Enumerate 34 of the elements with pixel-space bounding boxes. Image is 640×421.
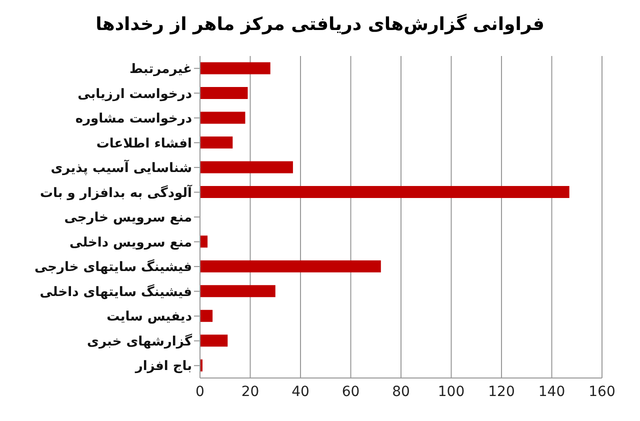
bar xyxy=(200,112,246,124)
y-tick-label: فیشینگ سایتهای داخلی xyxy=(40,284,192,300)
y-tick-label: منع سرویس داخلی xyxy=(70,235,192,250)
y-tick-label: درخواست مشاوره xyxy=(75,112,192,127)
bar xyxy=(200,86,248,99)
x-tick-label: 60 xyxy=(342,384,360,400)
x-tick-label: 80 xyxy=(392,384,410,400)
y-tick-label: درخواست ارزیابی xyxy=(78,86,192,102)
y-tick-label: گزارشهای خبری xyxy=(87,333,192,350)
y-tick-label: شناسایی آسیب پذیری xyxy=(50,159,192,176)
x-tick-label: 20 xyxy=(241,384,260,400)
y-tick-label: آلودگی به بدافزار و بات xyxy=(40,184,193,201)
x-tick-label: 160 xyxy=(588,384,616,400)
x-tick-label: 100 xyxy=(438,384,465,400)
y-tick-label: منع سرویس خارجی xyxy=(64,210,192,226)
bar xyxy=(200,236,208,248)
y-tick-label: باج افزار xyxy=(134,359,192,374)
bar xyxy=(200,285,276,298)
chart-title: فراوانی گزارش‌های دریافتی مرکز ماهر از رخدادها xyxy=(94,12,546,37)
bar xyxy=(200,186,570,198)
y-tick-label: غیرمرتبط xyxy=(129,62,192,77)
bar xyxy=(200,136,233,148)
x-tick-label: 120 xyxy=(488,384,515,400)
x-tick-label: 40 xyxy=(292,384,310,400)
bar xyxy=(200,161,293,174)
bar xyxy=(200,310,213,322)
x-tick-label: 0 xyxy=(196,384,204,400)
x-tick-label: 140 xyxy=(538,384,566,400)
bar xyxy=(200,334,228,347)
bar xyxy=(200,62,270,74)
y-tick-label: افشاء اطلاعات xyxy=(96,136,192,152)
y-tick-label: فیشینگ سایتهای خارجی xyxy=(34,259,192,276)
y-tick-label: دیفیس سایت xyxy=(106,310,192,325)
bar xyxy=(200,260,381,272)
